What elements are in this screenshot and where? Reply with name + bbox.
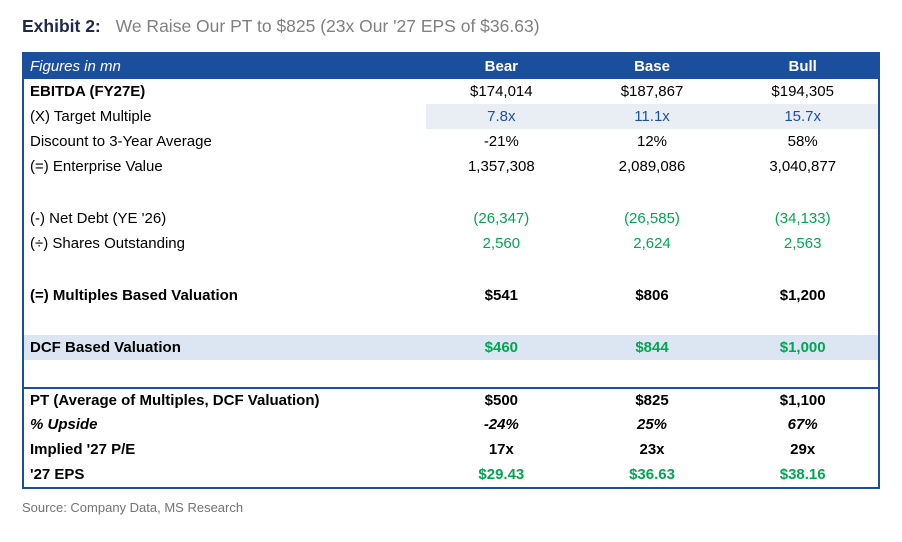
row-value-base: $806 — [635, 287, 669, 304]
row-value-base: 23x — [639, 441, 665, 458]
row-value-bull: (34,133) — [774, 210, 831, 227]
row-value-bear: (26,347) — [473, 210, 530, 227]
row-value-bull: $1,100 — [779, 392, 826, 409]
column-header-base: Base — [634, 58, 670, 75]
row-value-bear: 2,560 — [482, 235, 521, 252]
row-value-bear: 17x — [488, 441, 514, 458]
row-value-base: 2,089,086 — [618, 158, 686, 175]
table-row: (=) Multiples Based Valuation $541 $806 $1,… — [24, 283, 878, 308]
row-value-bear: $29.43 — [478, 466, 525, 483]
exhibit-label: Exhibit 2: — [22, 16, 101, 36]
row-label: PT (Average of Multiples, DCF Valuation) — [30, 392, 320, 409]
row-label: (÷) Shares Outstanding — [30, 235, 185, 252]
row-label: EBITDA (FY27E) — [30, 83, 146, 100]
row-label: DCF Based Valuation — [30, 339, 181, 356]
row-label: Discount to 3-Year Average — [30, 133, 212, 150]
row-value-bull: 58% — [787, 133, 818, 150]
row-value-bull: 15.7x — [727, 104, 879, 129]
row-value-bear: 7.8x — [426, 104, 577, 129]
table-row: % Upside -24% 25% 67% — [24, 412, 878, 437]
row-label: % Upside — [30, 416, 98, 433]
table-row: (=) Enterprise Value 1,357,308 2,089,086 3,… — [24, 154, 878, 179]
exhibit-title: Exhibit 2: We Raise Our PT to $825 (23x … — [22, 16, 880, 37]
table-header-label: Figures in mn — [30, 58, 121, 75]
table-row: EBITDA (FY27E) $174,014 $187,867 $194,305 — [24, 79, 878, 104]
row-value-base: $36.63 — [629, 466, 675, 483]
row-value-base: $844 — [635, 339, 669, 356]
row-value-bull: $38.16 — [779, 466, 826, 483]
row-value-bull: 3,040,877 — [769, 158, 837, 175]
row-value-bear: -21% — [483, 133, 519, 150]
column-header-bull: Bull — [788, 58, 817, 75]
row-label: (-) Net Debt (YE '26) — [30, 210, 167, 227]
table-header-row: Figures in mn Bear Base Bull — [24, 54, 878, 79]
table-row: (÷) Shares Outstanding 2,560 2,624 2,563 — [24, 231, 878, 256]
row-value-base: $825 — [635, 392, 669, 409]
row-value-base: 12% — [636, 133, 668, 150]
row-value-bull: $1,200 — [779, 287, 826, 304]
row-value-bull: 67% — [787, 416, 818, 433]
source-note: Source: Company Data, MS Research — [22, 500, 244, 515]
row-value-bull: $194,305 — [771, 83, 834, 100]
row-label: (X) Target Multiple — [30, 108, 152, 125]
table-body: EBITDA (FY27E) $174,014 $187,867 $194,305 (X… — [24, 79, 879, 487]
row-value-bear: -24% — [483, 416, 519, 433]
valuation-table: Figures in mn Bear Base Bull EBITDA (FY2… — [22, 52, 880, 489]
spacer-row — [24, 308, 878, 335]
row-value-bull: 2,563 — [783, 235, 822, 252]
row-label: Implied '27 P/E — [30, 441, 136, 458]
spacer-row — [24, 360, 878, 387]
row-value-bull: $1,000 — [779, 339, 826, 356]
row-value-bull: 29x — [790, 441, 816, 458]
table-row: DCF Based Valuation $460 $844 $1,000 — [24, 335, 878, 360]
table-row: (-) Net Debt (YE '26) (26,347) (26,585) (34… — [24, 206, 878, 231]
row-value-bear: $541 — [484, 287, 519, 304]
row-value-bear: $460 — [484, 339, 519, 356]
table-row: PT (Average of Multiples, DCF Valuation)… — [24, 387, 878, 412]
row-label: (=) Multiples Based Valuation — [30, 287, 238, 304]
table-row: Implied '27 P/E 17x 23x 29x — [24, 437, 878, 462]
column-header-bear: Bear — [484, 58, 519, 75]
spacer-row — [24, 256, 878, 283]
row-label: '27 EPS — [30, 466, 85, 483]
row-value-base: (26,585) — [624, 210, 680, 227]
spacer-row — [24, 179, 878, 206]
row-value-base: 25% — [636, 416, 668, 433]
exhibit-text: We Raise Our PT to $825 (23x Our '27 EPS… — [115, 16, 540, 36]
row-value-bear: $174,014 — [470, 83, 533, 100]
table-row: '27 EPS $29.43 $36.63 $38.16 — [24, 462, 878, 487]
row-value-base: $187,867 — [620, 83, 684, 100]
row-value-bear: 1,357,308 — [467, 158, 535, 175]
row-value-bear: $500 — [484, 392, 519, 409]
table-row: (X) Target Multiple 7.8x 11.1x 15.7x — [24, 104, 879, 129]
table-row: Discount to 3-Year Average -21% 12% 58% — [24, 129, 878, 154]
row-label: (=) Enterprise Value — [30, 158, 163, 175]
row-value-base: 11.1x — [576, 104, 728, 129]
row-value-base: 2,624 — [633, 235, 671, 252]
